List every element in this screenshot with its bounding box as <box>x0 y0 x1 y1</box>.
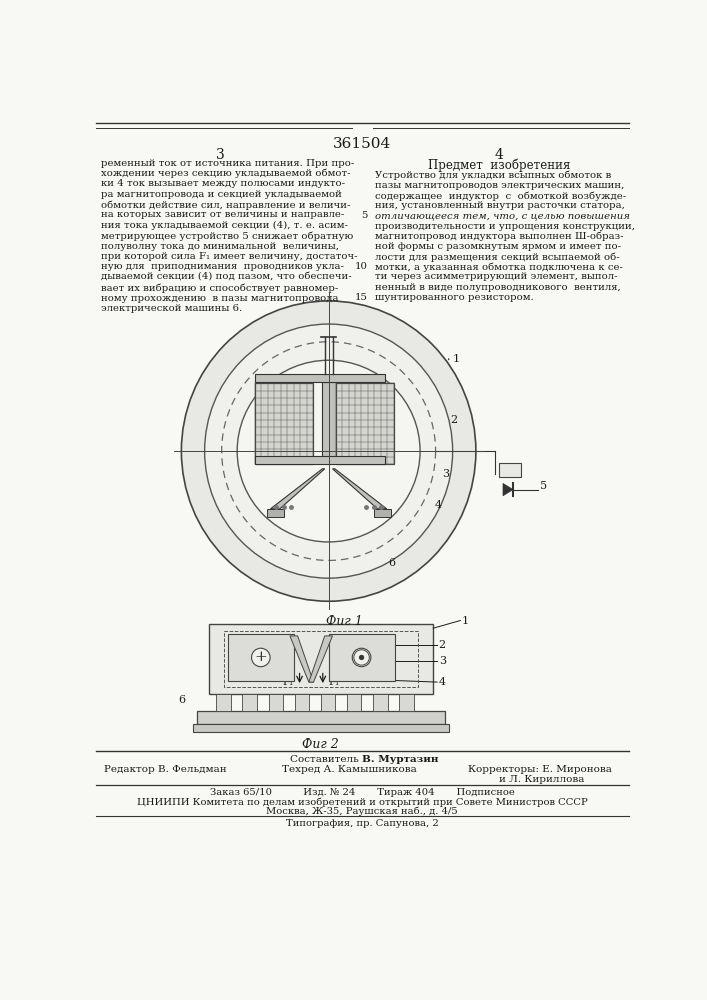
Polygon shape <box>290 636 313 682</box>
Text: метрирующее устройство 5 снижает обратную: метрирующее устройство 5 снижает обратну… <box>101 231 353 241</box>
Text: 4: 4 <box>435 500 442 510</box>
FancyBboxPatch shape <box>295 694 309 711</box>
Text: обмотки действие сил, направление и величи-: обмотки действие сил, направление и вели… <box>101 200 350 210</box>
Ellipse shape <box>204 324 452 578</box>
Text: Техред А. Камышникова: Техред А. Камышникова <box>282 765 417 774</box>
Text: 2: 2 <box>438 640 446 650</box>
FancyBboxPatch shape <box>347 694 361 711</box>
Circle shape <box>352 648 371 667</box>
FancyBboxPatch shape <box>329 634 395 681</box>
Text: Корректоры: Е. Миронова: Корректоры: Е. Миронова <box>468 765 612 774</box>
FancyBboxPatch shape <box>209 624 433 694</box>
Text: Предмет  изобретения: Предмет изобретения <box>428 158 571 172</box>
FancyBboxPatch shape <box>399 694 414 711</box>
Polygon shape <box>309 636 332 682</box>
Text: дываемой секции (4) под пазом, что обеспечи-: дываемой секции (4) под пазом, что обесп… <box>101 273 351 282</box>
Text: +: + <box>255 650 267 664</box>
Text: содержащее  индуктор  с  обмоткой возбужде-: содержащее индуктор с обмоткой возбужде- <box>375 191 626 201</box>
Circle shape <box>359 655 364 660</box>
Text: вает их вибрацию и способствует равномер-: вает их вибрацию и способствует равномер… <box>101 283 338 293</box>
Text: отличающееся тем, что, с целью повышения: отличающееся тем, что, с целью повышения <box>375 211 630 220</box>
Ellipse shape <box>182 301 476 601</box>
Text: 1: 1 <box>452 354 460 364</box>
FancyBboxPatch shape <box>228 634 293 681</box>
Text: ти через асимметрирующий элемент, выпол-: ти через асимметрирующий элемент, выпол- <box>375 272 618 281</box>
Text: 15: 15 <box>354 293 368 302</box>
Text: лости для размещения секций всыпаемой об-: лости для размещения секций всыпаемой об… <box>375 252 620 262</box>
Text: магнитопровод индуктора выполнен Ш-образ-: магнитопровод индуктора выполнен Ш-образ… <box>375 232 624 241</box>
Text: 5: 5 <box>361 211 368 220</box>
Text: и Л. Кириллова: и Л. Кириллова <box>499 774 585 784</box>
Text: Москва, Ж-35, Раушская наб., д. 4/5: Москва, Ж-35, Раушская наб., д. 4/5 <box>266 807 458 816</box>
Text: Устройство для укладки всыпных обмоток в: Устройство для укладки всыпных обмоток в <box>375 171 612 180</box>
Text: ненный в виде полупроводникового  вентиля,: ненный в виде полупроводникового вентиля… <box>375 283 621 292</box>
Text: ния, установленный внутри расточки статора,: ния, установленный внутри расточки стато… <box>375 201 625 210</box>
FancyBboxPatch shape <box>336 383 394 464</box>
Text: ременный ток от источника питания. При про-: ременный ток от источника питания. При п… <box>101 158 354 167</box>
Text: 6: 6 <box>388 558 395 568</box>
Text: производительности и упрощения конструкции,: производительности и упрощения конструкц… <box>375 222 635 231</box>
Text: ния тока укладываемой секции (4), т. е. асим-: ния тока укладываемой секции (4), т. е. … <box>101 221 348 230</box>
Text: ной формы с разомкнутым ярмом и имеет по-: ной формы с разомкнутым ярмом и имеет по… <box>375 242 621 251</box>
Text: ЦНИИПИ Комитета по делам изобретений и открытий при Совете Министров СССР: ЦНИИПИ Комитета по делам изобретений и о… <box>136 798 588 807</box>
FancyBboxPatch shape <box>321 694 335 711</box>
FancyBboxPatch shape <box>197 711 445 724</box>
Circle shape <box>237 360 420 542</box>
Text: ра магнитопровода и секцией укладываемой: ра магнитопровода и секцией укладываемой <box>101 190 341 199</box>
Text: 3: 3 <box>216 148 225 162</box>
Text: Типография, пр. Сапунова, 2: Типография, пр. Сапунова, 2 <box>286 819 438 828</box>
FancyBboxPatch shape <box>269 694 283 711</box>
Text: 6: 6 <box>178 695 185 705</box>
FancyBboxPatch shape <box>193 724 449 732</box>
Text: F₁: F₁ <box>328 678 339 687</box>
Circle shape <box>252 648 270 667</box>
Text: мотки, а указанная обмотка подключена к се-: мотки, а указанная обмотка подключена к … <box>375 262 623 272</box>
FancyBboxPatch shape <box>267 509 284 517</box>
Text: 3: 3 <box>443 469 450 479</box>
FancyBboxPatch shape <box>373 509 391 517</box>
FancyBboxPatch shape <box>255 374 385 382</box>
Polygon shape <box>503 483 513 496</box>
FancyBboxPatch shape <box>216 694 230 711</box>
Text: пазы магнитопроводов электрических машин,: пазы магнитопроводов электрических машин… <box>375 181 624 190</box>
Text: Фиг 2: Фиг 2 <box>303 738 339 751</box>
Text: полуволну тока до минимальной  величины,: полуволну тока до минимальной величины, <box>101 242 339 251</box>
Text: на которых зависит от величины и направле-: на которых зависит от величины и направл… <box>101 210 344 219</box>
Text: ному прохождению  в пазы магнитопровода: ному прохождению в пазы магнитопровода <box>101 294 338 303</box>
Text: 1: 1 <box>462 615 469 626</box>
Text: 361504: 361504 <box>333 137 391 151</box>
Text: Фиг 1: Фиг 1 <box>326 615 363 628</box>
Text: Составитель: Составитель <box>290 755 362 764</box>
Text: хождении через секцию укладываемой обмот-: хождении через секцию укладываемой обмот… <box>101 169 350 178</box>
Text: при которой сила F₁ имеет величину, достаточ-: при которой сила F₁ имеет величину, дост… <box>101 252 357 261</box>
Text: 3: 3 <box>438 656 446 666</box>
Text: электрической машины 6.: электрической машины 6. <box>101 304 242 313</box>
FancyBboxPatch shape <box>243 694 257 711</box>
FancyBboxPatch shape <box>373 694 387 711</box>
Text: Заказ 65/10          Изд. № 24       Тираж 404       Подписное: Заказ 65/10 Изд. № 24 Тираж 404 Подписно… <box>209 788 515 797</box>
Text: F₁: F₁ <box>283 678 294 687</box>
Text: ки 4 ток вызывает между полюсами индукто-: ки 4 ток вызывает между полюсами индукто… <box>101 179 345 188</box>
FancyBboxPatch shape <box>499 463 521 477</box>
Text: ную для  приподнимания  проводников укла-: ную для приподнимания проводников укла- <box>101 262 344 271</box>
Text: 4: 4 <box>495 148 503 162</box>
Polygon shape <box>332 469 387 509</box>
Text: 5: 5 <box>540 481 547 491</box>
Text: Редактор В. Фельдман: Редактор В. Фельдман <box>104 765 226 774</box>
Text: 2: 2 <box>450 415 457 425</box>
FancyBboxPatch shape <box>255 456 385 464</box>
FancyBboxPatch shape <box>255 383 313 464</box>
Text: 4: 4 <box>438 677 446 687</box>
Text: шунтированного резистором.: шунтированного резистором. <box>375 293 534 302</box>
FancyBboxPatch shape <box>322 382 336 463</box>
Polygon shape <box>271 469 325 509</box>
Text: В. Муртазин: В. Муртазин <box>362 755 438 764</box>
Text: 10: 10 <box>354 262 368 271</box>
